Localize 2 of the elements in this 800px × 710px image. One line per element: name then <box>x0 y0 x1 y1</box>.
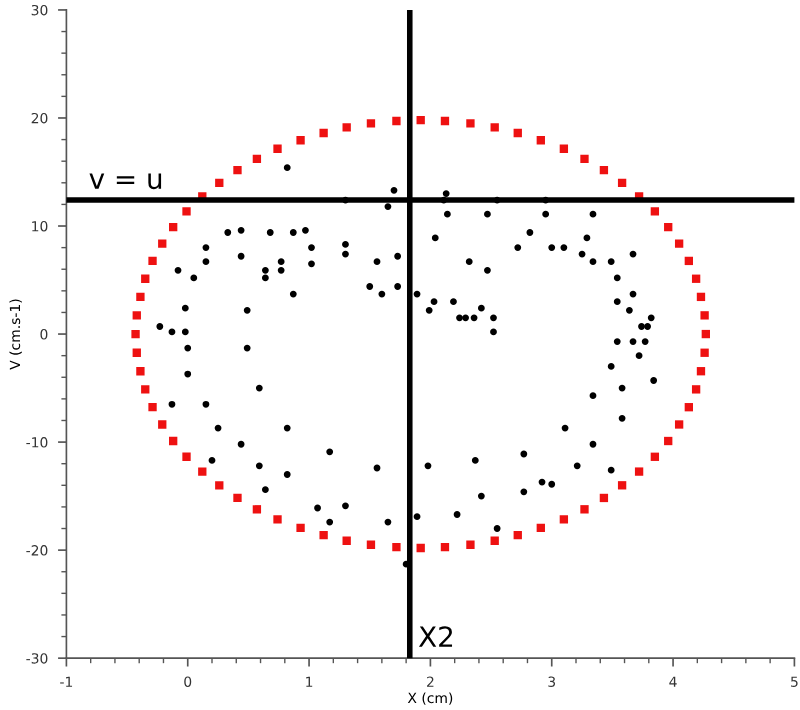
ref-line-label: v = u <box>89 173 162 190</box>
ref-line-label: X2 <box>418 626 453 647</box>
